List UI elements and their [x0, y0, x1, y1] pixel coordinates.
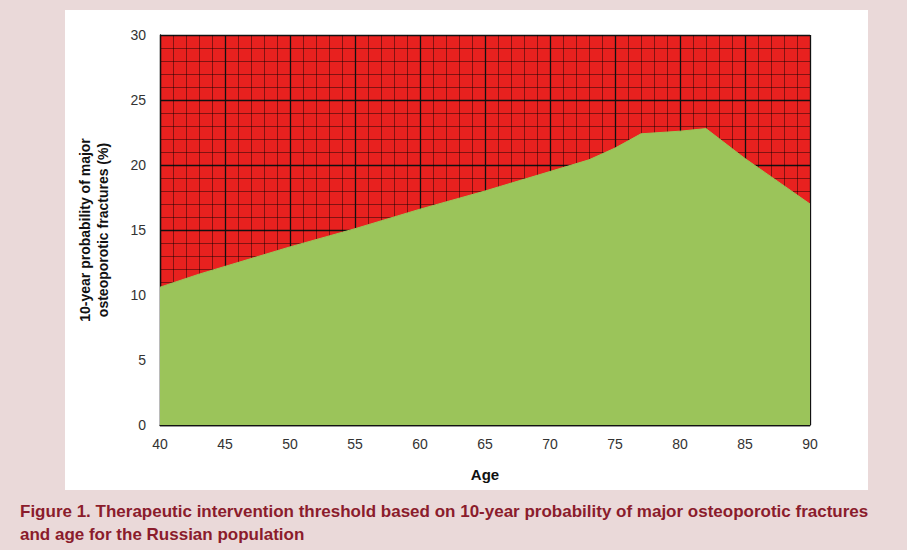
svg-text:50: 50: [282, 436, 298, 452]
svg-text:65: 65: [477, 436, 493, 452]
svg-text:30: 30: [130, 27, 146, 43]
svg-text:75: 75: [607, 436, 623, 452]
svg-text:85: 85: [737, 436, 753, 452]
svg-text:Age: Age: [471, 466, 499, 483]
svg-text:10: 10: [130, 287, 146, 303]
svg-text:10-year probability of major: 10-year probability of major: [77, 138, 93, 322]
svg-text:45: 45: [217, 436, 233, 452]
svg-text:osteoporotic fractures (%): osteoporotic fractures (%): [95, 143, 111, 317]
svg-text:70: 70: [542, 436, 558, 452]
svg-text:60: 60: [412, 436, 428, 452]
svg-text:25: 25: [130, 92, 146, 108]
svg-text:40: 40: [152, 436, 168, 452]
html-text:Figure 1. Therapeutic interven: Figure 1. Therapeutic intervention thres…: [20, 502, 869, 544]
svg-text:90: 90: [802, 436, 818, 452]
svg-text:20: 20: [130, 157, 146, 173]
svg-text:15: 15: [130, 222, 146, 238]
svg-text:55: 55: [347, 436, 363, 452]
svg-text:0: 0: [138, 417, 146, 433]
svg-text:5: 5: [138, 352, 146, 368]
svg-text:80: 80: [672, 436, 688, 452]
